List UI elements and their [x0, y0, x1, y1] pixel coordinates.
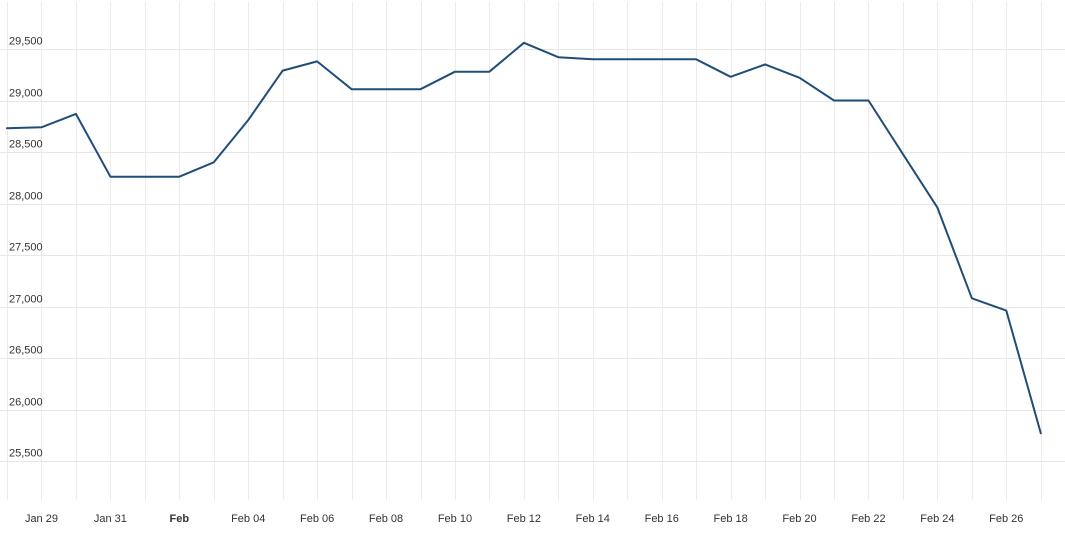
x-tick-label: Feb 04 — [231, 513, 265, 525]
data-point — [592, 58, 594, 60]
x-tick-label: Feb 18 — [714, 513, 748, 525]
data-point — [626, 58, 628, 60]
data-point — [661, 58, 663, 60]
vertical-gridlines — [7, 2, 1042, 500]
data-point — [282, 70, 284, 72]
data-point — [902, 153, 904, 155]
y-tick-label: 26,000 — [9, 397, 43, 409]
data-point — [695, 58, 697, 60]
data-point — [385, 88, 387, 90]
data-point — [247, 119, 249, 121]
data-point — [41, 126, 43, 128]
data-point — [730, 76, 732, 78]
x-tick-label: Feb 12 — [507, 513, 541, 525]
data-point — [1005, 310, 1007, 312]
y-tick-label: 25,500 — [9, 448, 43, 460]
data-point — [316, 60, 318, 62]
data-point — [109, 176, 111, 178]
data-point — [523, 42, 525, 44]
x-tick-label: Feb 14 — [576, 513, 610, 525]
x-tick-label: Feb 08 — [369, 513, 403, 525]
horizontal-gridlines — [0, 49, 1065, 462]
series-layer — [6, 41, 1042, 435]
data-point — [868, 100, 870, 102]
data-point — [488, 71, 490, 73]
y-axis-labels: 25,500 26,000 26,500 27,000 27,500 28,000 28,5… — [9, 36, 43, 460]
data-point — [971, 297, 973, 299]
data-point — [936, 207, 938, 209]
x-tick-label: Jan 29 — [25, 513, 58, 525]
y-tick-label: 27,500 — [9, 242, 43, 254]
series-line — [6, 41, 1042, 435]
x-tick-label: Feb 16 — [645, 513, 679, 525]
data-point — [75, 113, 77, 115]
data-point — [178, 176, 180, 178]
y-tick-label: 28,500 — [9, 139, 43, 151]
data-point — [144, 176, 146, 178]
data-point — [764, 63, 766, 65]
x-tick-label: Feb 24 — [920, 513, 954, 525]
x-tick-label: Jan 31 — [94, 513, 127, 525]
y-tick-label: 28,000 — [9, 191, 43, 203]
data-point — [213, 161, 215, 163]
y-tick-label: 29,000 — [9, 88, 43, 100]
data-point — [351, 88, 353, 90]
y-tick-label: 26,500 — [9, 345, 43, 357]
data-point — [799, 77, 801, 79]
x-tick-label: Feb 22 — [851, 513, 885, 525]
data-point — [833, 100, 835, 102]
y-tick-label: 29,500 — [9, 36, 43, 48]
x-tick-label: Feb 06 — [300, 513, 334, 525]
x-tick-label: Feb 10 — [438, 513, 472, 525]
x-tick-label: Feb — [170, 513, 190, 525]
data-point — [6, 127, 8, 129]
y-tick-label: 27,000 — [9, 294, 43, 306]
x-axis-labels: Jan 29 Jan 31 Feb Feb 04 Feb 06 Feb 08 Feb 10 F… — [25, 513, 1023, 525]
data-point — [1040, 432, 1042, 434]
x-tick-label: Feb 26 — [989, 513, 1023, 525]
data-point — [557, 56, 559, 58]
data-point — [420, 88, 422, 90]
x-tick-label: Feb 20 — [782, 513, 816, 525]
data-point — [454, 71, 456, 73]
